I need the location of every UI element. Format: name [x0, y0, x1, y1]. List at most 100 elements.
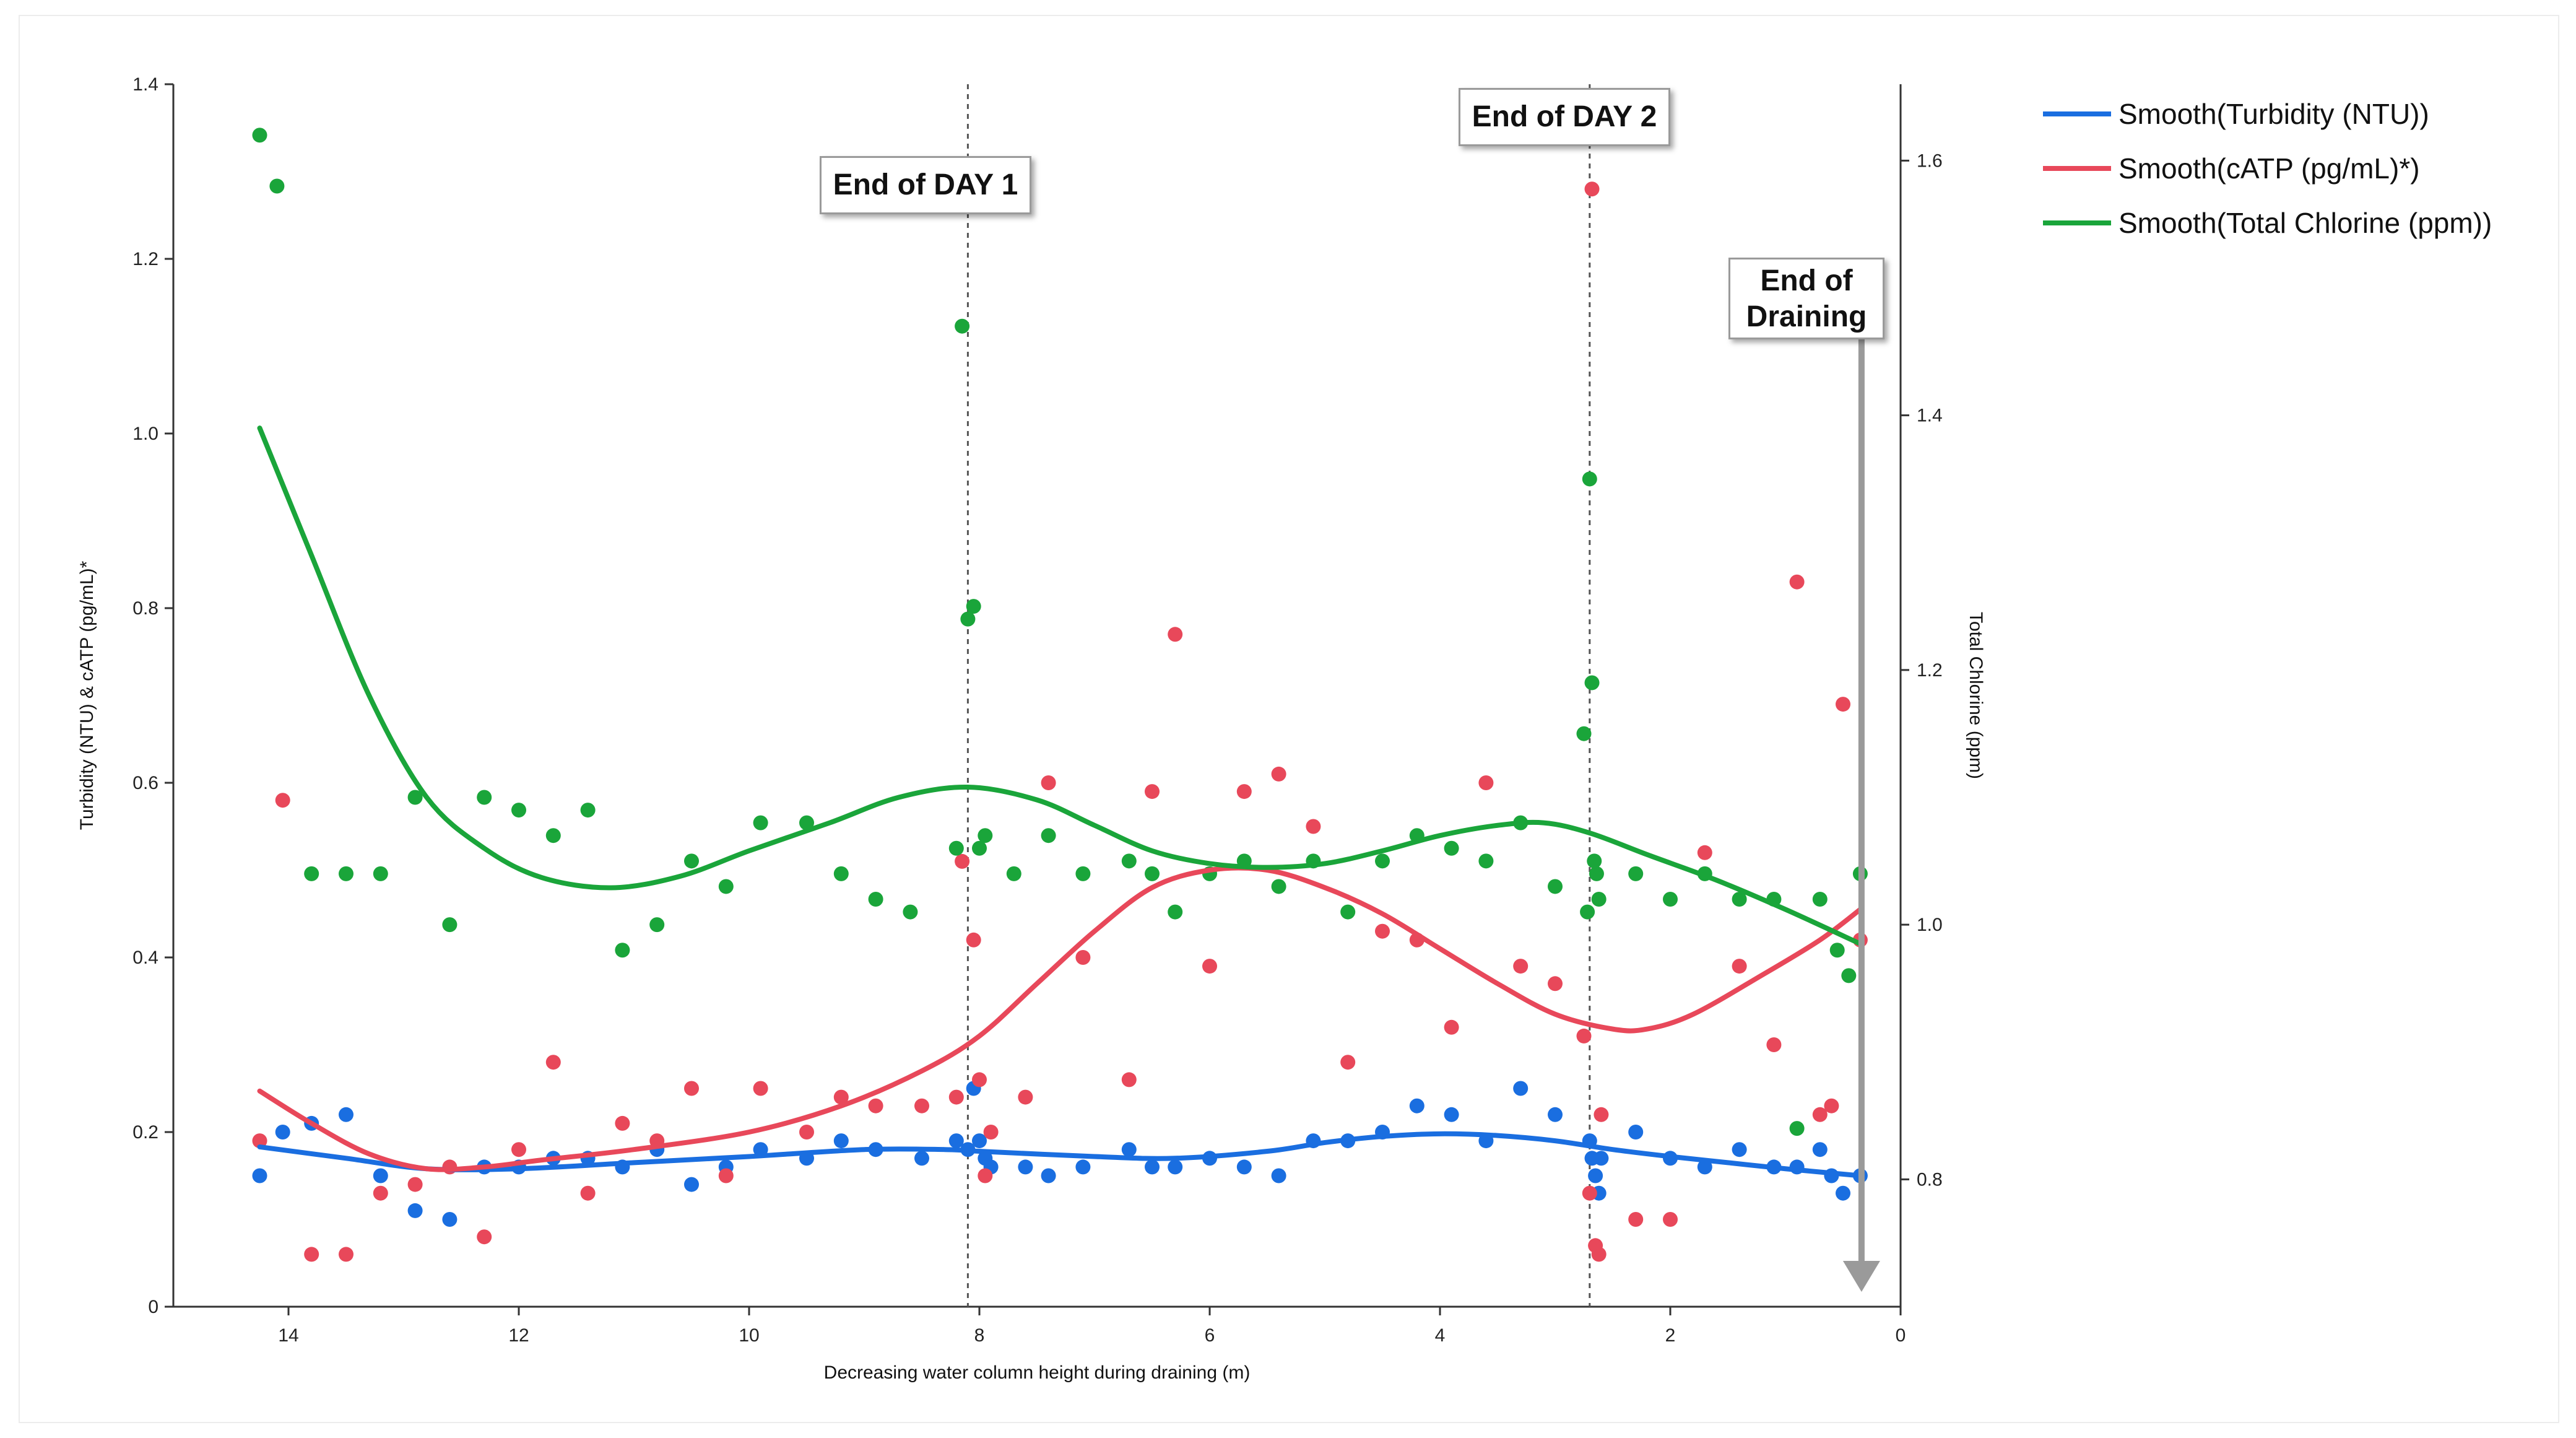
legend: Smooth(Turbidity (NTU)) Smooth(cATP (pg/…	[2043, 98, 2492, 239]
chlorine-point	[1587, 853, 1602, 869]
y-tick-label: 0	[148, 1297, 158, 1317]
turbidity-point	[442, 1212, 458, 1227]
chlorine-point	[753, 815, 768, 830]
catp-point	[545, 1055, 561, 1070]
catp-point	[833, 1089, 849, 1105]
y-tick-label: 0.6	[132, 773, 158, 793]
chlorine-point	[1168, 904, 1183, 920]
chlorine-point	[972, 840, 987, 856]
x-tick-label: 8	[974, 1325, 985, 1346]
y-tick-label: 1.4	[132, 74, 158, 95]
x-tick-label: 10	[739, 1325, 759, 1346]
catp-point	[1375, 923, 1390, 939]
chlorine-point	[1548, 879, 1563, 894]
turbidity-point	[1588, 1168, 1603, 1183]
catp-point	[1271, 766, 1286, 782]
chlorine-point	[252, 128, 267, 143]
chlorine-point	[1841, 968, 1857, 983]
y2-tick-label: 1.0	[1917, 915, 1943, 935]
turbidity-point	[1236, 1159, 1252, 1175]
turbidity-point	[833, 1133, 849, 1149]
legend-label-chlorine: Smooth(Total Chlorine (ppm))	[2118, 207, 2492, 239]
annotation-end-of-draining-line-1: End of	[1760, 264, 1853, 297]
turbidity-point	[1836, 1185, 1850, 1201]
chlorine-point	[718, 879, 734, 894]
turbidity-point	[972, 1133, 987, 1149]
figure-frame: 14 12 10 8 6 4 2 0 0 0.2 0.4 0.6 0.8 1.0 1.2 1.4 0.8 1.0 1…	[20, 16, 2558, 1422]
x-axis-title: Decreasing water column height during dr…	[824, 1362, 1251, 1383]
y2-tick-label: 1.6	[1917, 150, 1943, 171]
turbidity-point	[1444, 1107, 1459, 1122]
catp-point	[983, 1125, 999, 1140]
turbidity-point	[1145, 1159, 1160, 1175]
catp-point	[1513, 959, 1529, 974]
catp-point	[1202, 959, 1217, 974]
catp-point	[1145, 784, 1160, 800]
catp-point	[1236, 784, 1252, 800]
chlorine-point	[1584, 675, 1600, 691]
catp-point	[1018, 1089, 1033, 1105]
annotation-end-of-draining-line-2: Draining	[1746, 300, 1867, 333]
chlorine-point	[649, 917, 665, 933]
chlorine-point	[1789, 1121, 1805, 1136]
turbidity-point	[1513, 1081, 1529, 1096]
annotation-end-of-day-2: End of DAY 2	[1459, 88, 1670, 146]
catp-point	[1582, 1185, 1597, 1201]
turbidity-point	[1168, 1159, 1183, 1175]
turbidity-point	[275, 1125, 290, 1140]
turbidity-point	[1628, 1125, 1644, 1140]
chlorine-point	[1812, 892, 1828, 907]
turbidity-point	[1697, 1159, 1712, 1175]
catp-point	[1340, 1055, 1356, 1070]
chlorine-point	[1478, 853, 1494, 869]
turbidity-point	[1812, 1142, 1828, 1157]
catp-smooth-line	[257, 865, 1863, 1172]
catp-point	[1824, 1098, 1839, 1113]
chlorine-point	[833, 866, 849, 881]
catp-point	[1628, 1212, 1644, 1227]
turbidity-point	[407, 1203, 423, 1218]
x-tick-label: 2	[1665, 1325, 1676, 1346]
x-tick-label: 12	[508, 1325, 529, 1346]
chlorine-point	[1121, 853, 1137, 869]
legend-label-catp: Smooth(cATP (pg/mL)*)	[2118, 152, 2420, 185]
catp-point	[615, 1115, 630, 1131]
chlorine-point	[684, 853, 699, 869]
catp-point	[1041, 775, 1056, 790]
turbidity-point	[1075, 1159, 1091, 1175]
chlorine-point	[1145, 866, 1160, 881]
catp-point	[477, 1229, 492, 1245]
chlorine-point	[407, 790, 423, 805]
catp-point	[948, 1089, 964, 1105]
turbidity-point	[1594, 1151, 1609, 1166]
chlorine-point	[477, 790, 492, 805]
turbidity-point	[1018, 1159, 1033, 1175]
x-tick-label: 14	[278, 1325, 298, 1346]
catp-point	[868, 1098, 883, 1113]
turbidity-point	[1548, 1107, 1563, 1122]
turbidity-point	[252, 1168, 267, 1183]
turbidity-smooth-line	[257, 1131, 1863, 1179]
y-tick-label: 1.0	[132, 424, 158, 444]
y2-tick-label: 1.4	[1917, 406, 1943, 426]
turbidity-point	[373, 1168, 388, 1183]
catp-point	[1812, 1107, 1828, 1122]
chlorine-point	[1340, 904, 1356, 920]
chlorine-point	[545, 828, 561, 843]
plot-area	[173, 84, 1901, 1307]
catp-point	[1306, 819, 1321, 834]
catp-point	[1168, 627, 1183, 642]
chlorine-point	[1580, 904, 1595, 920]
chlorine-point	[580, 803, 596, 818]
catp-point	[511, 1142, 526, 1157]
turbidity-point	[1732, 1142, 1747, 1157]
catp-point	[1591, 1247, 1607, 1262]
catp-point	[407, 1177, 423, 1192]
chlorine-point	[1582, 471, 1597, 487]
y-tick-label: 0.4	[132, 948, 158, 968]
chlorine-point	[1591, 892, 1607, 907]
chlorine-point	[868, 892, 883, 907]
turbidity-point	[948, 1133, 964, 1149]
catp-point	[972, 1072, 987, 1087]
annotation-end-of-draining: End of Draining	[1728, 258, 1884, 339]
